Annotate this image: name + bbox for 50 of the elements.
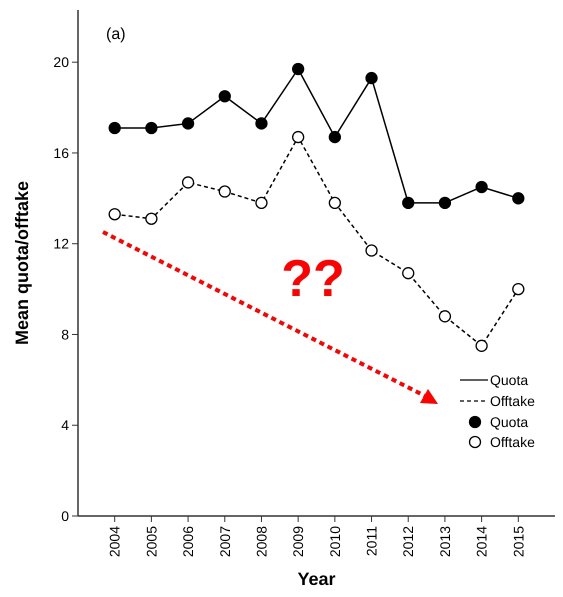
y-tick-label: 0 [61,508,70,524]
point [402,196,414,210]
x-tick-label: 2013 [436,526,453,558]
point [365,72,378,84]
y-tick-label: 12 [53,236,70,252]
point [108,122,121,134]
point [145,212,158,225]
x-tick-label: 2004 [106,526,123,558]
x-tick-label: 2014 [474,526,490,558]
point [328,196,341,210]
point [438,196,452,210]
point [475,340,488,352]
x-tick-label: 2015 [510,526,526,558]
point [182,117,194,130]
point [292,62,304,76]
point [218,90,231,102]
point [218,185,231,198]
legend-label: Quota [490,372,528,388]
x-axis-title: Year [297,569,336,589]
x-tick-label: 2007 [216,526,233,558]
point [255,196,268,210]
y-axis-title: Mean quota/offtake [12,180,32,346]
y-tick-label: 8 [61,326,70,342]
point [512,192,524,204]
point [255,117,268,130]
point [328,130,341,144]
annotation: ?? [281,250,345,308]
point [438,310,452,322]
point [145,122,158,134]
point [512,282,524,296]
y-tick-label: 16 [53,144,70,161]
text: Offtake [490,434,535,450]
point [365,244,378,257]
x-tick-label: 2008 [253,526,270,558]
x-tick-label: 2006 [180,526,196,558]
point [292,130,304,144]
annotation: (a) [106,26,126,43]
x-tick-label: 2009 [290,526,306,558]
y-tick-label: 20 [53,54,70,70]
point [182,176,194,189]
point [475,180,488,194]
text: Quota [490,414,528,430]
point [402,267,414,280]
x-tick-label: 2012 [400,526,416,558]
y-tick-label: 4 [61,417,70,434]
x-tick-label: 2011 [364,526,380,556]
x-tick-label: 2010 [326,526,343,558]
x-tick-label: 2005 [143,526,160,558]
legend-label: Offtake [490,392,536,409]
point [108,208,121,220]
